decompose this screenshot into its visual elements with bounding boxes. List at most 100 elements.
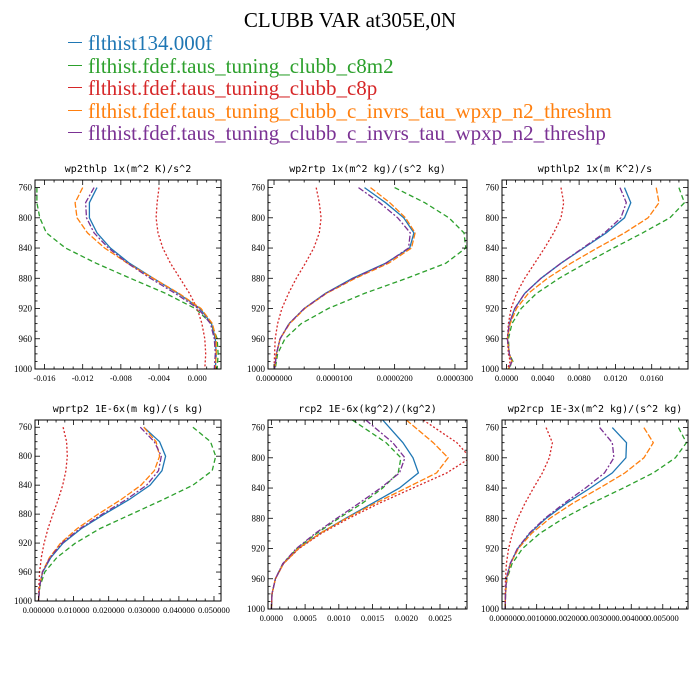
series-line — [504, 427, 688, 609]
y-tick-label: 760 — [486, 183, 500, 193]
x-tick-label: 0.010000 — [58, 605, 90, 615]
legend-swatch — [68, 64, 82, 66]
panel-title: wpthlp2 1x(m K^2)/s — [538, 164, 652, 175]
legend-swatch — [68, 87, 82, 88]
y-tick-label: 1000 — [14, 596, 33, 606]
legend-label: flthist.fdef.taus_tuning_clubb_c8p — [88, 76, 378, 100]
x-tick-label: 0.005000 — [647, 613, 679, 623]
y-tick-label: 760 — [486, 423, 500, 433]
panel-title: rcp2 1E-6x(kg^2)/(kg^2) — [298, 404, 436, 415]
y-tick-label: 800 — [486, 213, 500, 223]
y-tick-label: 960 — [486, 334, 500, 344]
x-tick-label: -0.016 — [34, 373, 56, 383]
series-line — [504, 427, 628, 609]
panel-title: wp2rcp 1E-3x(m^2 kg)/(s^2 kg) — [508, 404, 683, 415]
y-tick-label: 880 — [19, 509, 33, 519]
plot-frame — [34, 179, 222, 370]
x-tick-label: 0.050000 — [198, 605, 230, 615]
y-tick-label: 760 — [19, 183, 33, 193]
series-line — [273, 187, 322, 369]
y-tick-label: 880 — [252, 273, 266, 283]
series-line — [36, 187, 219, 369]
x-tick-label: 0.0025 — [428, 613, 451, 623]
y-tick-label: 840 — [252, 243, 266, 253]
x-tick-label: 0.020000 — [93, 605, 125, 615]
series-line — [270, 420, 406, 609]
legend-label: flthist134.000f — [88, 31, 213, 55]
legend-entry: flthist.fdef.taus_tuning_clubb_c8p — [68, 77, 688, 100]
y-tick-label: 920 — [19, 304, 33, 314]
x-tick-label: 0.004000 — [615, 613, 647, 623]
legend-entry: flthist.fdef.taus_tuning_clubb_c_invrs_t… — [68, 122, 688, 145]
x-tick-label: 0.0000 — [260, 613, 283, 623]
legend-label: flthist.fdef.taus_tuning_clubb_c8m2 — [88, 53, 394, 78]
series-line — [504, 427, 554, 609]
x-tick-label: 0.0010 — [327, 613, 350, 623]
x-tick-label: 0.0020 — [395, 613, 418, 623]
series-line — [506, 187, 632, 369]
y-tick-label: 880 — [19, 273, 33, 283]
plot-frame — [34, 419, 222, 602]
legend-entry: flthist.fdef.taus_tuning_clubb_c_invrs_t… — [68, 100, 688, 123]
y-tick-label: 960 — [19, 567, 33, 577]
x-tick-label: 0.0000 — [495, 373, 518, 383]
y-tick-label: 920 — [486, 304, 500, 314]
series-line — [274, 187, 467, 369]
x-tick-label: 0.0000300 — [437, 373, 473, 383]
x-tick-label: 0.030000 — [128, 605, 160, 615]
series-line — [37, 427, 68, 601]
x-tick-label: 0.000 — [188, 373, 207, 383]
y-tick-label: 800 — [252, 453, 266, 463]
panel-title: wprtp2 1E-6x(m kg)/(s kg) — [53, 404, 204, 415]
y-tick-label: 840 — [19, 480, 33, 490]
x-tick-label: 0.0000000 — [256, 373, 292, 383]
y-tick-label: 880 — [486, 273, 500, 283]
legend-swatch — [68, 132, 82, 133]
y-tick-label: 1000 — [247, 604, 266, 614]
y-tick-label: 840 — [486, 243, 500, 253]
series-line — [84, 187, 216, 369]
y-tick-label: 760 — [19, 422, 33, 432]
legend-label: flthist.fdef.taus_tuning_clubb_c_invrs_t… — [88, 121, 606, 145]
x-tick-label: 0.0080 — [567, 373, 590, 383]
plot-frame — [501, 419, 689, 610]
legend-entry: flthist134.000f — [68, 32, 688, 55]
x-tick-label: -0.004 — [148, 373, 171, 383]
series-line — [507, 187, 686, 369]
figure-title: CLUBB VAR at305E,0N — [243, 8, 457, 32]
y-tick-label: 1000 — [481, 364, 500, 374]
legend-swatch — [68, 109, 82, 111]
y-tick-label: 880 — [486, 513, 500, 523]
y-tick-label: 1000 — [481, 604, 500, 614]
y-tick-label: 800 — [486, 453, 500, 463]
y-tick-label: 960 — [252, 574, 266, 584]
x-tick-label: 0.0040 — [531, 373, 554, 383]
series-line — [506, 187, 565, 369]
x-tick-label: 0.000000 — [489, 613, 521, 623]
y-tick-label: 840 — [19, 243, 33, 253]
series-line — [270, 420, 467, 609]
y-tick-label: 800 — [19, 213, 33, 223]
y-tick-label: 840 — [252, 483, 266, 493]
plot-frame — [267, 419, 468, 610]
series-line — [270, 420, 449, 609]
y-tick-label: 960 — [486, 574, 500, 584]
y-tick-label: 760 — [252, 183, 266, 193]
y-tick-label: 760 — [252, 423, 266, 433]
x-tick-label: 0.001000 — [521, 613, 553, 623]
x-tick-label: -0.008 — [110, 373, 132, 383]
y-tick-label: 960 — [252, 334, 266, 344]
panel-title: wp2thlp 1x(m^2 K)/s^2 — [65, 164, 191, 175]
series-line — [504, 427, 655, 609]
y-tick-label: 960 — [19, 334, 33, 344]
y-tick-label: 880 — [252, 513, 266, 523]
series-line — [504, 427, 615, 609]
x-tick-label: 0.003000 — [584, 613, 616, 623]
series-line — [270, 420, 402, 609]
x-tick-label: 0.0120 — [604, 373, 627, 383]
series-line — [273, 187, 415, 369]
series-line — [273, 187, 411, 369]
series-line — [37, 426, 161, 601]
x-tick-label: 0.040000 — [163, 605, 195, 615]
